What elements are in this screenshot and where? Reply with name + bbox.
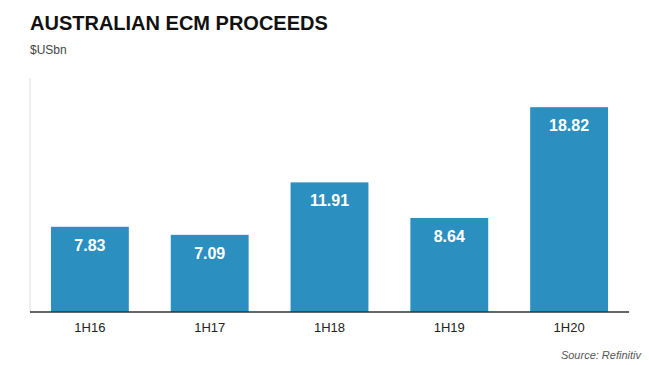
data-label: 7.09: [194, 245, 225, 262]
bar: [291, 182, 369, 312]
subtitle: $USbn: [30, 43, 67, 57]
bar: [171, 235, 249, 312]
bar: [530, 107, 608, 312]
chart-container: AUSTRALIAN ECM PROCEEDS $USbn 7.83 7.09 11.9…: [0, 0, 649, 365]
bars: [51, 107, 608, 312]
chart-svg: AUSTRALIAN ECM PROCEEDS $USbn 7.83 7.09 11.9…: [0, 0, 649, 365]
x-axis-line: [30, 311, 629, 313]
data-label: 11.91: [310, 192, 349, 209]
x-tick-label: 1H18: [314, 320, 345, 335]
source: Source: Refinitiv: [561, 349, 643, 361]
bar: [410, 218, 488, 312]
data-label: 8.64: [434, 228, 465, 245]
y-axis-line: [30, 78, 31, 312]
x-tick-label: 1H19: [434, 320, 465, 335]
x-tick-label: 1H16: [74, 320, 105, 335]
bar: [51, 227, 129, 312]
data-label: 18.82: [549, 117, 589, 134]
title: AUSTRALIAN ECM PROCEEDS: [30, 12, 328, 34]
x-tick-label: 1H17: [194, 320, 225, 335]
x-tick-label: 1H20: [554, 320, 585, 335]
data-label: 7.83: [74, 237, 105, 254]
